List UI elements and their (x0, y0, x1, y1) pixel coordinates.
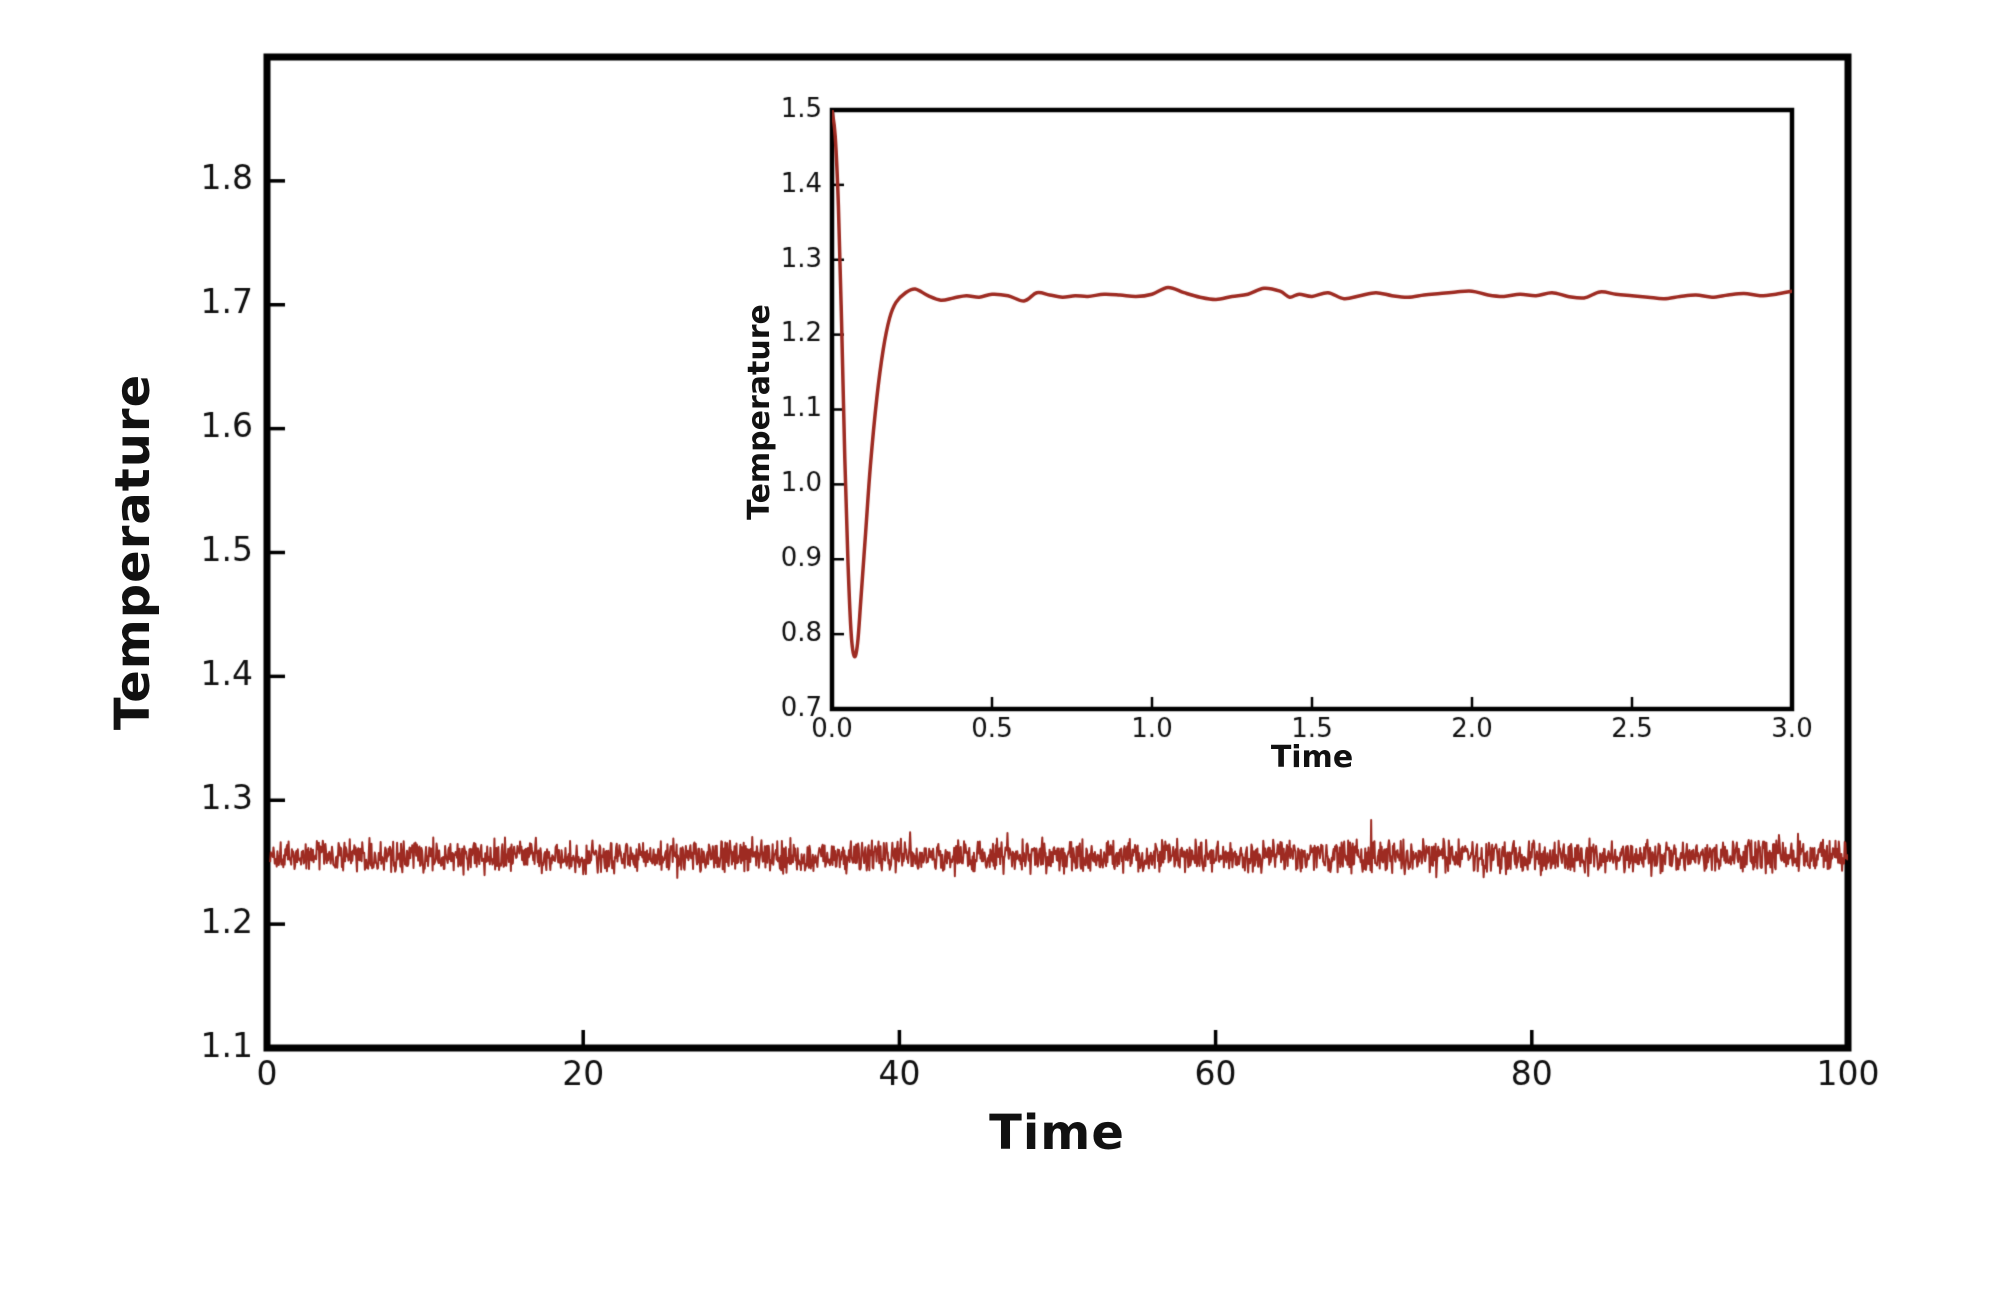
temperature-time-chart (0, 0, 2010, 1290)
figure: Temperature Time Temperature Time (0, 0, 2010, 1290)
